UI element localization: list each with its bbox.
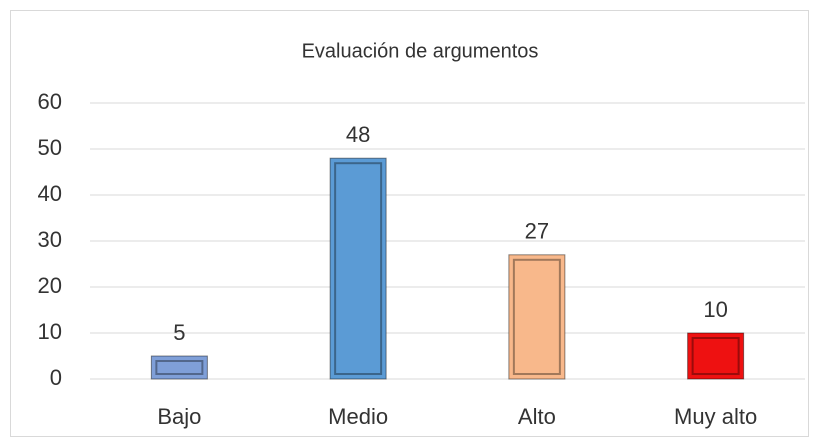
- x-tick-label: Alto: [518, 404, 556, 429]
- y-tick-label: 60: [38, 89, 62, 114]
- data-label: 5: [173, 320, 185, 345]
- y-tick-label: 40: [38, 181, 62, 206]
- x-tick-label: Medio: [328, 404, 388, 429]
- y-tick-label: 30: [38, 227, 62, 252]
- x-tick-label: Bajo: [157, 404, 201, 429]
- y-tick-label: 10: [38, 319, 62, 344]
- bar-bevel: [691, 337, 740, 375]
- chart-title: Evaluación de argumentos: [302, 40, 539, 62]
- data-label: 27: [525, 219, 549, 244]
- bar: [508, 254, 566, 380]
- bar: [687, 332, 745, 380]
- bar: [150, 355, 208, 380]
- chart-frame: [10, 10, 809, 437]
- bar-bevel: [155, 360, 204, 375]
- data-label: 10: [703, 297, 727, 322]
- bar-bevel: [512, 258, 561, 375]
- y-tick-label: 50: [38, 135, 62, 160]
- y-tick-label: 20: [38, 273, 62, 298]
- y-tick-label: 0: [50, 365, 62, 390]
- bar-bevel: [334, 162, 383, 375]
- data-label: 48: [346, 122, 370, 147]
- bar: [329, 157, 387, 380]
- x-tick-label: Muy alto: [674, 404, 757, 429]
